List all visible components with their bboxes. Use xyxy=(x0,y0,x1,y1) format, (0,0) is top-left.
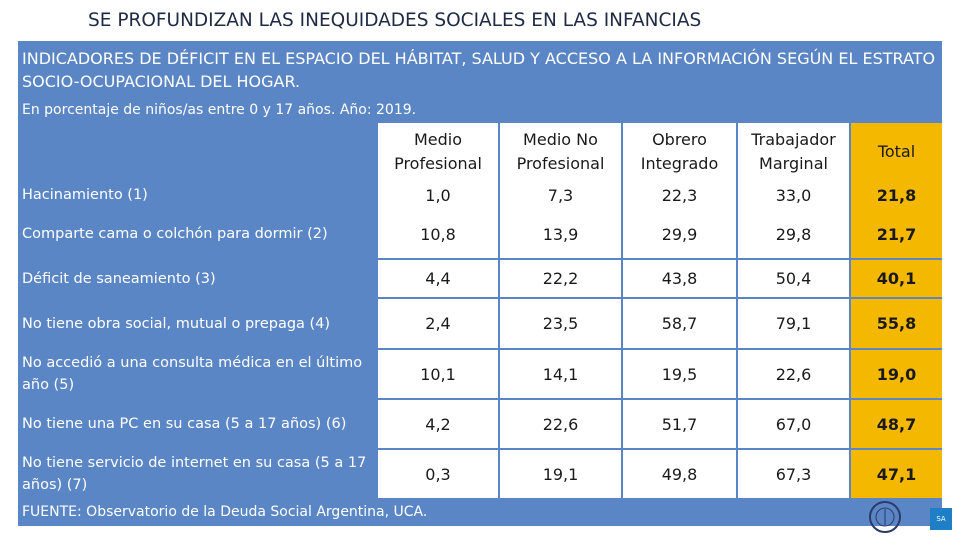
row-label: No tiene una PC en su casa (5 a 17 años)… xyxy=(18,400,378,448)
column-header: Obrero Integrado xyxy=(623,123,736,180)
total-cell: 40,1 xyxy=(851,260,942,297)
column-header: Medio Profesional xyxy=(378,123,498,180)
table-cell: 19,1 xyxy=(500,450,621,498)
table-cell: 0,3 xyxy=(378,450,498,498)
table-cell: 50,4 xyxy=(738,260,849,297)
column-header-total: Total xyxy=(851,123,942,180)
total-cell: 19,0 xyxy=(851,350,942,398)
table-cell: 43,8 xyxy=(623,260,736,297)
row-label: No tiene servicio de internet en su casa… xyxy=(18,450,378,498)
source-note: FUENTE: Observatorio de la Deuda Social … xyxy=(22,504,428,520)
table-cell: 4,2 xyxy=(378,400,498,448)
table-cell: 10,1 xyxy=(378,350,498,398)
table-cell: 14,1 xyxy=(500,350,621,398)
column-header: Trabajador Marginal xyxy=(738,123,849,180)
slide-title: SE PROFUNDIZAN LAS INEQUIDADES SOCIALES … xyxy=(88,10,702,31)
table-cell: 29,8 xyxy=(738,210,849,258)
table-cell: 19,5 xyxy=(623,350,736,398)
table-cell: 79,1 xyxy=(738,299,849,348)
table-cell: 58,7 xyxy=(623,299,736,348)
table-cell: 7,3 xyxy=(500,180,621,210)
table-cell: 22,6 xyxy=(500,400,621,448)
table-header-text: INDICADORES DE DÉFICIT EN EL ESPACIO DEL… xyxy=(22,49,936,91)
row-label: No accedió a una consulta médica en el ú… xyxy=(18,350,378,398)
table-cell: 51,7 xyxy=(623,400,736,448)
institution-seal-icon xyxy=(869,501,901,533)
table-cell: 22,6 xyxy=(738,350,849,398)
table-cell: 23,5 xyxy=(500,299,621,348)
total-cell: 55,8 xyxy=(851,299,942,348)
corner-logo: SA xyxy=(930,508,952,530)
total-cell: 48,7 xyxy=(851,400,942,448)
table-cell: 33,0 xyxy=(738,180,849,210)
table-cell: 22,3 xyxy=(623,180,736,210)
table-cell: 13,9 xyxy=(500,210,621,258)
table-cell: 67,3 xyxy=(738,450,849,498)
total-cell: 21,8 xyxy=(851,180,942,210)
row-label: Hacinamiento (1) xyxy=(18,180,378,210)
total-cell: 21,7 xyxy=(851,210,942,258)
row-label: Déficit de saneamiento (3) xyxy=(18,260,378,297)
table-cell: 10,8 xyxy=(378,210,498,258)
total-cell: 47,1 xyxy=(851,450,942,498)
column-header: Medio No Profesional xyxy=(500,123,621,180)
table-cell: 29,9 xyxy=(623,210,736,258)
table-cell: 49,8 xyxy=(623,450,736,498)
table-subtitle: En porcentaje de niños/as entre 0 y 17 a… xyxy=(22,102,417,118)
table-cell: 4,4 xyxy=(378,260,498,297)
table-cell: 67,0 xyxy=(738,400,849,448)
row-label: No tiene obra social, mutual o prepaga (… xyxy=(18,299,378,348)
table-cell: 22,2 xyxy=(500,260,621,297)
table-cell: 1,0 xyxy=(378,180,498,210)
row-label: Comparte cama o colchón para dormir (2) xyxy=(18,210,378,258)
table-cell: 2,4 xyxy=(378,299,498,348)
